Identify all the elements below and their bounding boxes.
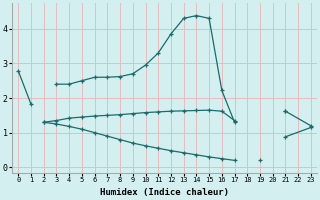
X-axis label: Humidex (Indice chaleur): Humidex (Indice chaleur) (100, 188, 229, 197)
